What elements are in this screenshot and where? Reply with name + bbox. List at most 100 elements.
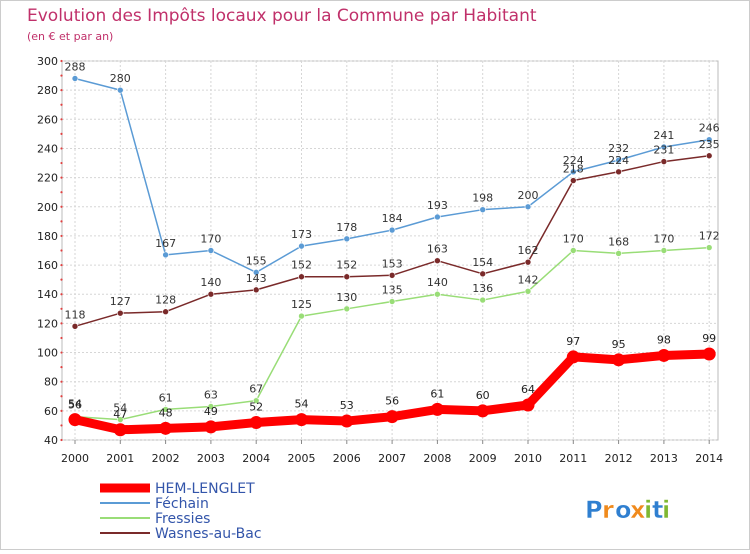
x-tick-label: 2014 xyxy=(695,452,723,465)
data-point xyxy=(298,273,305,281)
brand-letter: r xyxy=(602,496,614,524)
data-point xyxy=(524,288,532,295)
y-tick-label: 220 xyxy=(37,172,58,185)
y-minor-tick xyxy=(60,234,63,238)
data-point xyxy=(159,421,173,435)
brand-letter: t xyxy=(652,496,663,524)
data-label: 118 xyxy=(65,308,86,321)
x-tick-label: 2003 xyxy=(197,452,225,465)
data-label: 142 xyxy=(518,273,539,286)
data-label: 163 xyxy=(427,243,448,256)
brand-letter: P xyxy=(585,496,603,524)
data-label: 47 xyxy=(113,408,127,421)
brand-letter: i xyxy=(644,496,652,524)
y-minor-tick xyxy=(60,366,63,369)
data-point xyxy=(705,152,713,160)
chart-subtitle: (en € et par an) xyxy=(27,30,113,43)
x-tick-label: 2005 xyxy=(288,452,316,465)
y-tick-label: 80 xyxy=(44,376,58,389)
data-point xyxy=(385,410,399,424)
data-label: 135 xyxy=(382,284,403,297)
data-label: 172 xyxy=(699,230,720,243)
y-minor-tick xyxy=(60,191,63,194)
data-point xyxy=(204,420,218,434)
plot-area: 40 60 80 100 120 140 160 180 200 220 240 260 280 300 2… xyxy=(37,55,723,465)
data-point xyxy=(343,305,351,313)
chart-title: Evolution des Impôts locaux pour la Comm… xyxy=(27,6,537,26)
y-minor-tick xyxy=(60,395,63,398)
data-label: 140 xyxy=(200,276,221,289)
y-minor-tick xyxy=(60,176,63,179)
data-label: 173 xyxy=(291,228,312,241)
y-minor-tick xyxy=(60,249,63,252)
x-tick-label: 2009 xyxy=(469,452,497,465)
data-point xyxy=(207,403,215,410)
data-point xyxy=(612,353,626,367)
data-label: 56 xyxy=(385,395,399,408)
x-tick-label: 2006 xyxy=(333,452,361,465)
data-label: 53 xyxy=(340,399,354,412)
data-label: 54 xyxy=(295,398,309,411)
data-point xyxy=(117,416,124,423)
data-label: 184 xyxy=(382,212,403,225)
x-tick-label: 2001 xyxy=(106,452,134,465)
data-point xyxy=(521,398,535,412)
data-point xyxy=(207,247,215,254)
data-label: 224 xyxy=(563,154,584,167)
data-label: 99 xyxy=(702,332,716,345)
y-tick-label: 60 xyxy=(44,405,58,418)
data-label: 288 xyxy=(65,60,86,73)
data-point xyxy=(388,226,396,234)
y-minor-tick xyxy=(60,132,63,135)
data-label: 232 xyxy=(608,142,629,155)
data-label: 224 xyxy=(608,154,629,167)
legend-label: Féchain xyxy=(155,496,209,512)
data-label: 61 xyxy=(430,387,444,400)
data-label: 127 xyxy=(110,295,131,308)
data-label: 235 xyxy=(699,138,720,151)
data-label: 64 xyxy=(521,383,535,396)
x-tick-label: 2012 xyxy=(605,452,633,465)
x-tick-label: 2010 xyxy=(514,452,542,465)
data-label: 136 xyxy=(472,282,493,295)
x-tick-label: 2000 xyxy=(61,452,89,465)
data-label: 63 xyxy=(204,388,218,401)
data-point xyxy=(434,257,441,265)
data-point xyxy=(71,75,79,82)
data-label: 241 xyxy=(653,129,674,142)
data-label: 168 xyxy=(608,235,629,248)
data-point xyxy=(340,414,354,428)
data-label: 125 xyxy=(291,298,312,311)
plot-background xyxy=(61,60,719,441)
data-point xyxy=(615,168,622,176)
y-tick-label: 120 xyxy=(37,317,58,330)
y-tick-label: 40 xyxy=(44,434,58,447)
y-minor-tick xyxy=(60,89,63,92)
y-tick-label: 300 xyxy=(37,55,58,68)
data-label: 143 xyxy=(246,272,267,285)
brand-letter: x xyxy=(630,496,646,524)
y-minor-tick xyxy=(60,351,63,354)
y-minor-tick xyxy=(60,220,63,223)
x-tick-label: 2007 xyxy=(378,452,406,465)
y-minor-tick xyxy=(60,336,63,340)
y-minor-tick xyxy=(60,263,63,267)
data-point xyxy=(162,308,169,316)
data-label: 167 xyxy=(155,237,176,250)
data-point xyxy=(252,286,260,294)
x-tick-label: 2013 xyxy=(650,452,678,465)
data-point xyxy=(705,136,713,144)
data-point xyxy=(343,235,351,243)
data-label: 54 xyxy=(113,402,127,415)
data-point xyxy=(566,350,580,364)
data-point xyxy=(295,413,308,427)
data-label: 178 xyxy=(336,221,357,234)
data-point xyxy=(660,143,668,151)
data-label: 170 xyxy=(653,233,674,246)
x-tick-label: 2011 xyxy=(559,452,587,465)
